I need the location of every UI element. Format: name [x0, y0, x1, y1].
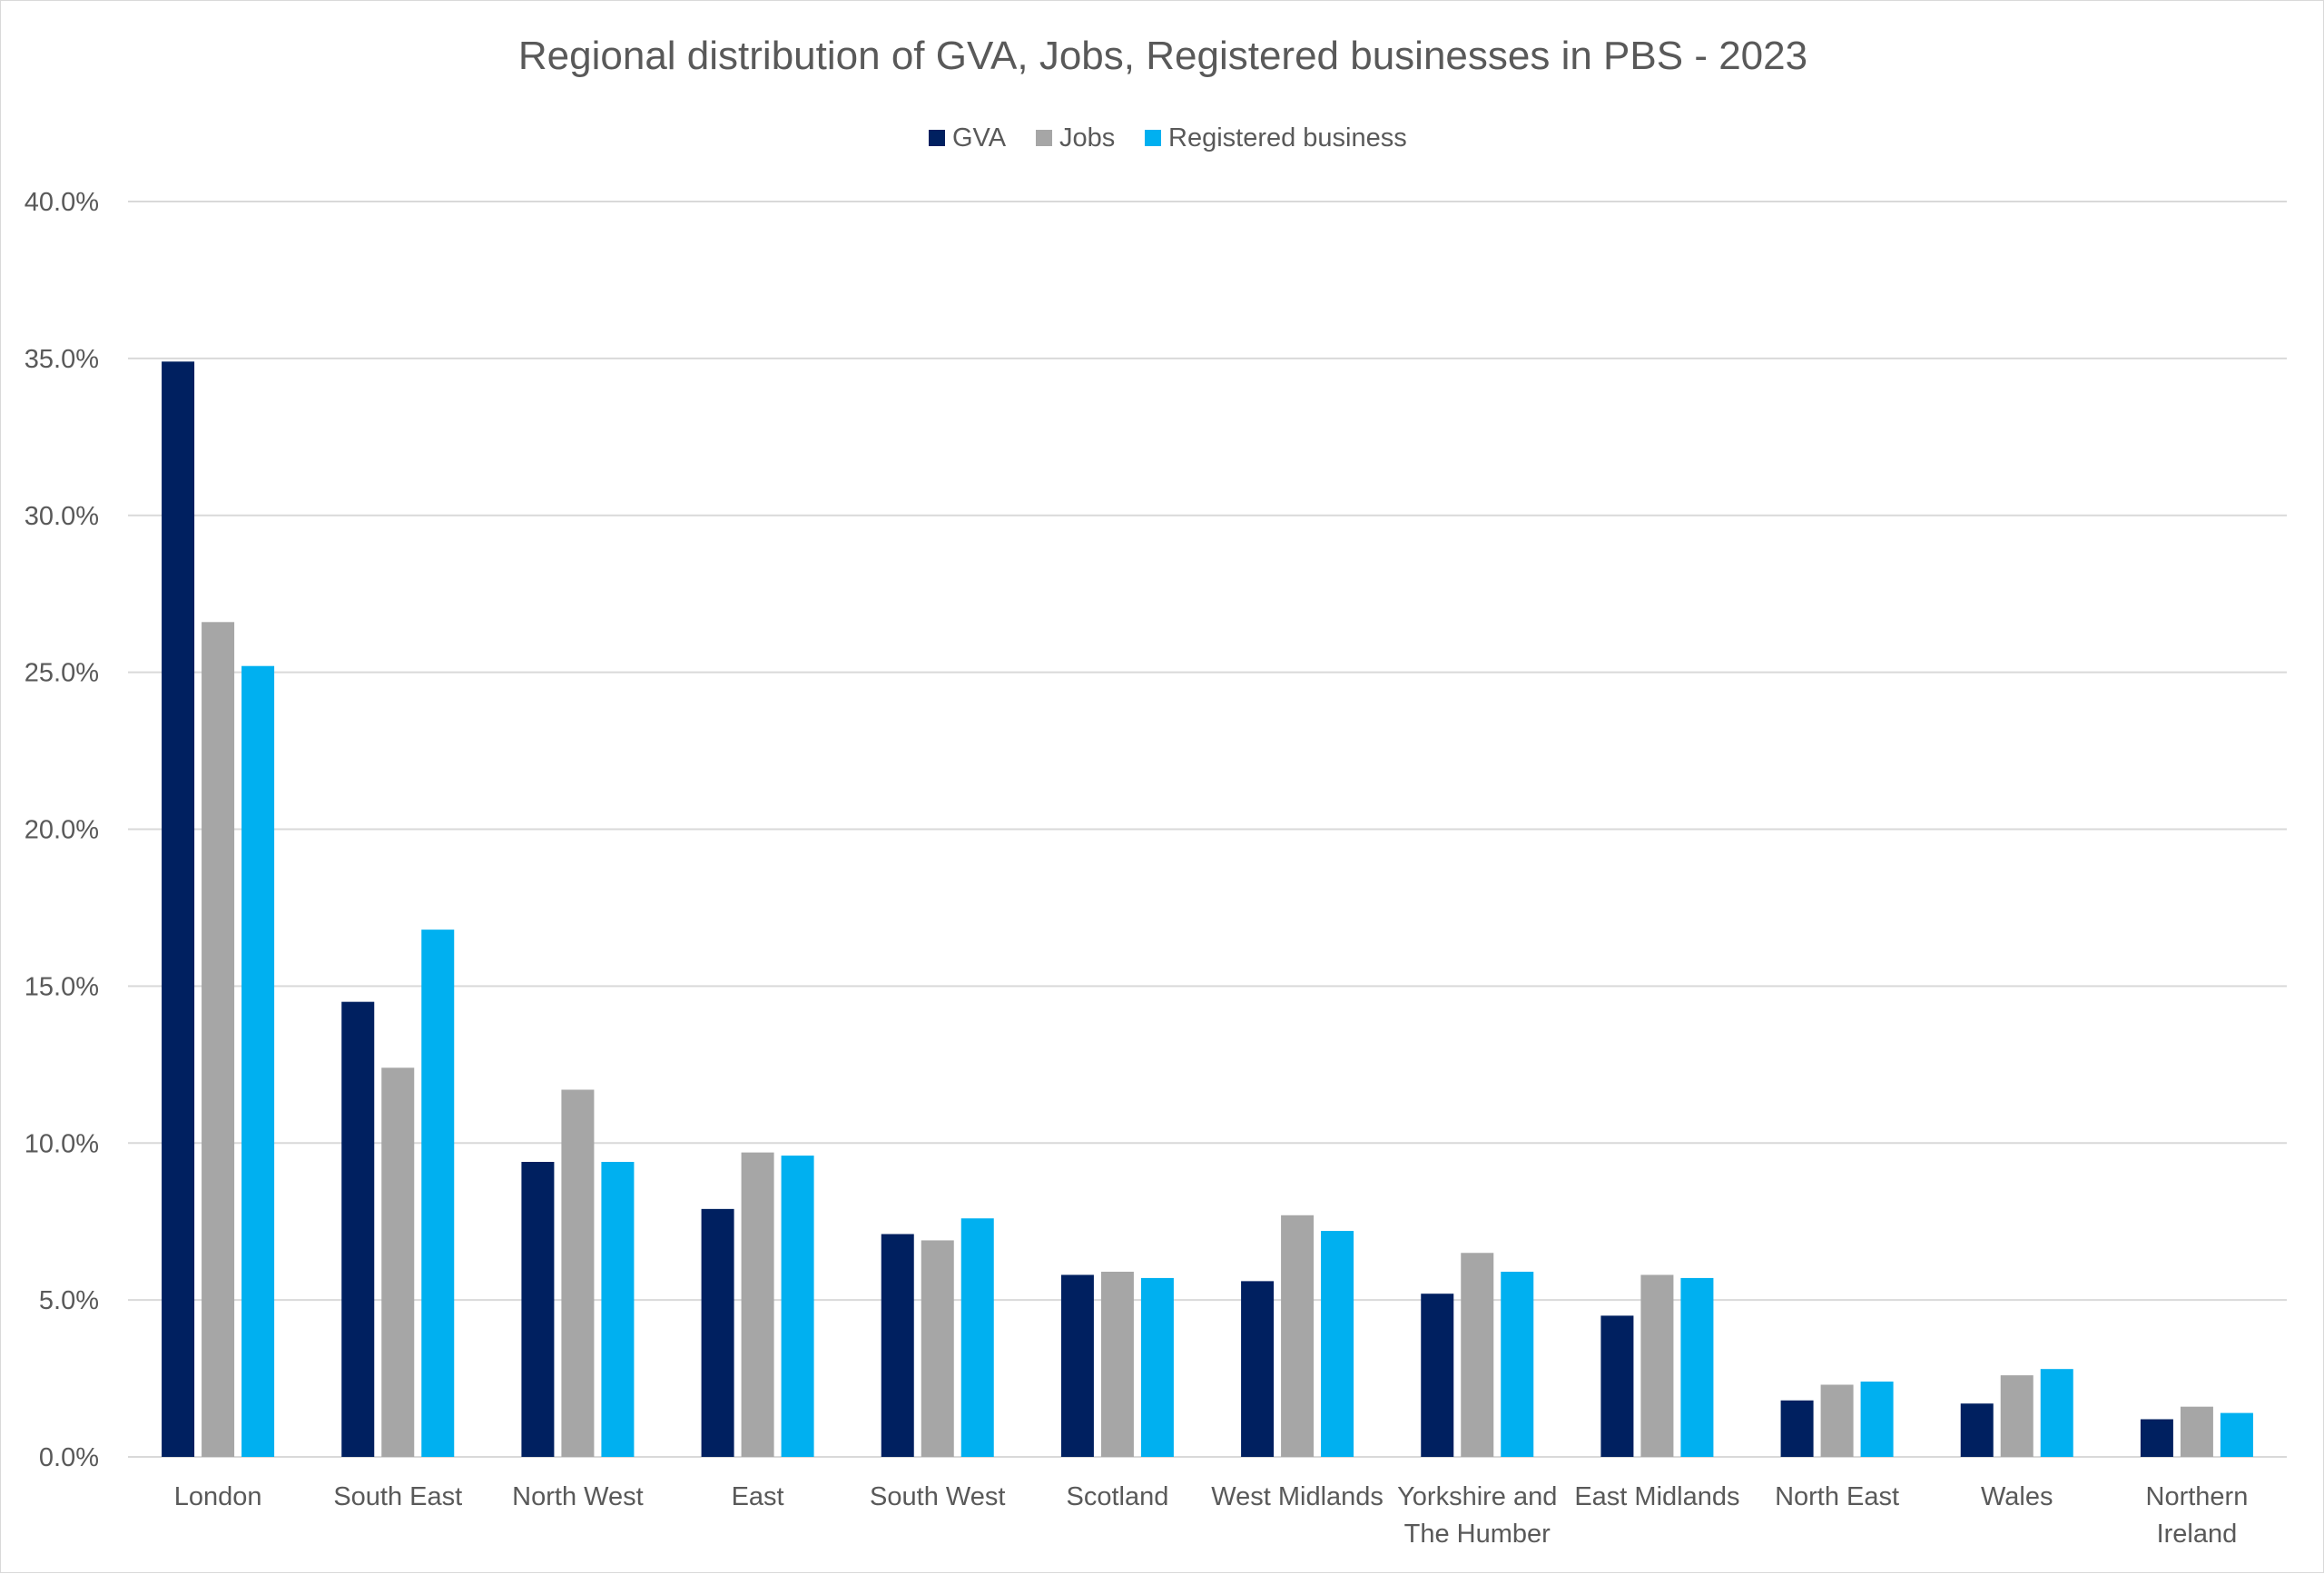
bar-gva — [1960, 1403, 1994, 1457]
bar-jobs — [2000, 1375, 2034, 1457]
bar-jobs — [921, 1240, 954, 1457]
x-category-label: North West — [512, 1482, 644, 1511]
x-category-label: North East — [1775, 1482, 1899, 1511]
bar-gva — [162, 361, 195, 1457]
bar-jobs — [381, 1067, 415, 1457]
y-tick-label: 25.0% — [25, 659, 99, 688]
bar-registered-business — [1860, 1382, 1894, 1457]
x-category-label: South West — [870, 1482, 1005, 1511]
bar-jobs — [1820, 1384, 1854, 1457]
bar-jobs — [1461, 1253, 1494, 1457]
bar-gva — [1421, 1294, 1454, 1457]
bar-gva — [881, 1234, 914, 1457]
bar-jobs — [202, 622, 235, 1457]
x-category-label: South East — [333, 1482, 462, 1511]
y-tick-label: 40.0% — [25, 188, 99, 217]
gridlines — [128, 201, 2287, 1458]
bar-registered-business — [601, 1161, 635, 1457]
y-tick-label: 10.0% — [25, 1129, 99, 1158]
bar-gva — [1241, 1281, 1275, 1457]
bar-jobs — [561, 1089, 595, 1457]
y-tick-label: 30.0% — [25, 502, 99, 531]
bar-gva — [2140, 1419, 2173, 1457]
y-tick-label: 0.0% — [39, 1443, 99, 1472]
x-category-label: London — [174, 1482, 262, 1511]
x-category-label: East — [732, 1482, 784, 1511]
bar-gva — [1060, 1274, 1094, 1457]
y-axis-tick-labels: 0.0% 5.0% 10.0% 15.0% 20.0% 25.0% 30.0% 35.0% 40… — [25, 188, 99, 1472]
y-tick-label: 35.0% — [25, 345, 99, 374]
bar-jobs — [1100, 1272, 1134, 1457]
x-category-label: Northern Ireland — [2146, 1482, 2249, 1549]
x-category-label: Wales — [1981, 1482, 2053, 1511]
legend-label: Registered business — [1168, 123, 1407, 152]
y-tick-label: 20.0% — [25, 816, 99, 845]
x-axis-category-labels: London South East North West East South West… — [174, 1482, 2249, 1549]
bar-registered-business — [781, 1156, 814, 1457]
bar-registered-business — [1321, 1231, 1354, 1457]
bar-registered-business — [2040, 1369, 2073, 1457]
chart-title: Regional distribution of GVA, Jobs, Regi… — [518, 34, 1807, 78]
bar-registered-business — [2220, 1412, 2253, 1457]
legend-label: GVA — [952, 123, 1007, 152]
bar-gva — [1600, 1315, 1634, 1457]
legend: GVA Jobs Registered business — [929, 123, 1407, 152]
legend-swatch-registered-business — [1145, 130, 1161, 146]
y-tick-label: 15.0% — [25, 972, 99, 1001]
x-category-label: Yorkshire and The Humber — [1397, 1482, 1557, 1549]
x-category-label: West Midlands — [1211, 1482, 1384, 1511]
bar-registered-business — [1680, 1277, 1714, 1457]
bar-gva — [701, 1208, 734, 1457]
bar-jobs — [1281, 1215, 1315, 1457]
bar-gva — [521, 1161, 555, 1457]
legend-swatch-jobs — [1036, 130, 1052, 146]
bars — [162, 361, 2253, 1457]
x-category-label: East Midlands — [1574, 1482, 1739, 1511]
bar-gva — [341, 1001, 375, 1457]
bar-registered-business — [1501, 1272, 1534, 1457]
bar-registered-business — [960, 1218, 994, 1457]
legend-swatch-gva — [929, 130, 945, 146]
x-category-label: Scotland — [1066, 1482, 1168, 1511]
y-tick-label: 5.0% — [39, 1286, 99, 1315]
bar-gva — [1780, 1400, 1814, 1457]
bar-jobs — [1640, 1274, 1674, 1457]
bar-jobs — [741, 1152, 774, 1457]
legend-label: Jobs — [1059, 123, 1115, 152]
bar-registered-business — [421, 930, 455, 1457]
bar-registered-business — [1140, 1277, 1174, 1457]
bar-registered-business — [241, 665, 275, 1457]
bar-jobs — [2180, 1406, 2213, 1457]
